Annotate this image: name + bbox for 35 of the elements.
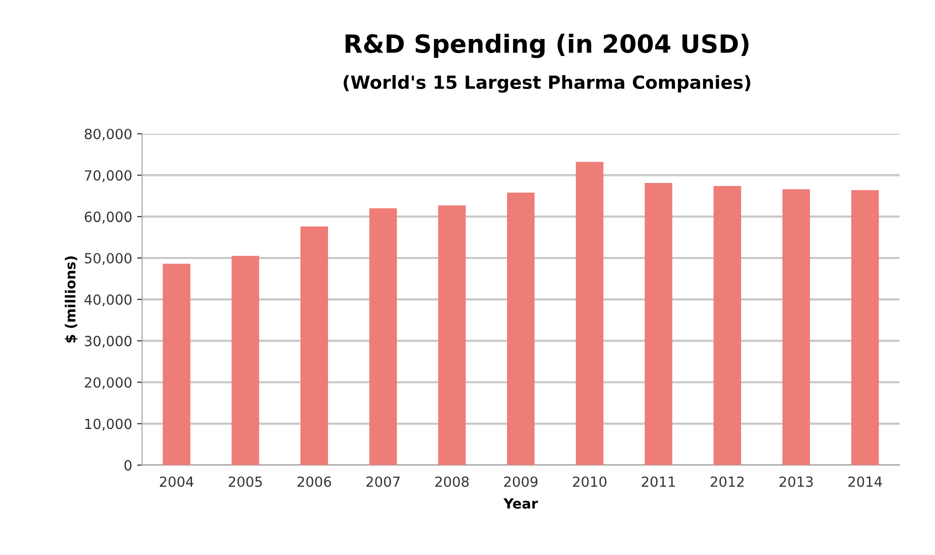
x-tick-label: 2014 <box>848 476 882 487</box>
x-tick-label: 2007 <box>366 476 400 487</box>
bar <box>644 183 672 466</box>
x-tick-label: 2012 <box>710 476 744 487</box>
y-tick-label: 20,000 <box>84 377 132 390</box>
y-tick-label: 40,000 <box>84 294 132 306</box>
bar <box>714 186 742 466</box>
y-tick-label: 60,000 <box>84 212 132 224</box>
bar <box>438 205 466 466</box>
x-tick-label: 2013 <box>780 476 813 487</box>
bar <box>369 208 397 466</box>
bar <box>851 190 879 466</box>
x-tick-label: 2006 <box>298 476 332 487</box>
chart-subtitle: (World's 15 Largest Pharma Companies) <box>344 75 750 93</box>
y-tick-label: 30,000 <box>84 336 132 348</box>
x-tick-label: 2005 <box>228 476 262 487</box>
y-tick-label: 70,000 <box>84 170 132 182</box>
x-tick-label: 2004 <box>160 476 194 487</box>
x-tick-label: 2009 <box>504 476 538 487</box>
x-axis-title: Year <box>503 498 538 509</box>
y-tick-label: 0 <box>124 460 132 471</box>
y-tick-label: 50,000 <box>84 252 132 265</box>
x-tick-label: 2011 <box>642 476 675 487</box>
bar <box>576 162 604 466</box>
x-tick-label: 2008 <box>435 476 469 487</box>
bar <box>162 264 190 466</box>
bar <box>782 189 810 466</box>
chart-title: R&D Spending (in 2004 USD) <box>346 34 748 58</box>
x-tick-label: 2010 <box>572 476 606 487</box>
bar <box>300 226 328 466</box>
bar <box>507 192 535 466</box>
y-tick-label: 80,000 <box>84 128 132 141</box>
y-tick-label: 10,000 <box>85 418 132 431</box>
bar <box>232 256 260 466</box>
y-axis-title: $ (millions) <box>64 256 78 343</box>
